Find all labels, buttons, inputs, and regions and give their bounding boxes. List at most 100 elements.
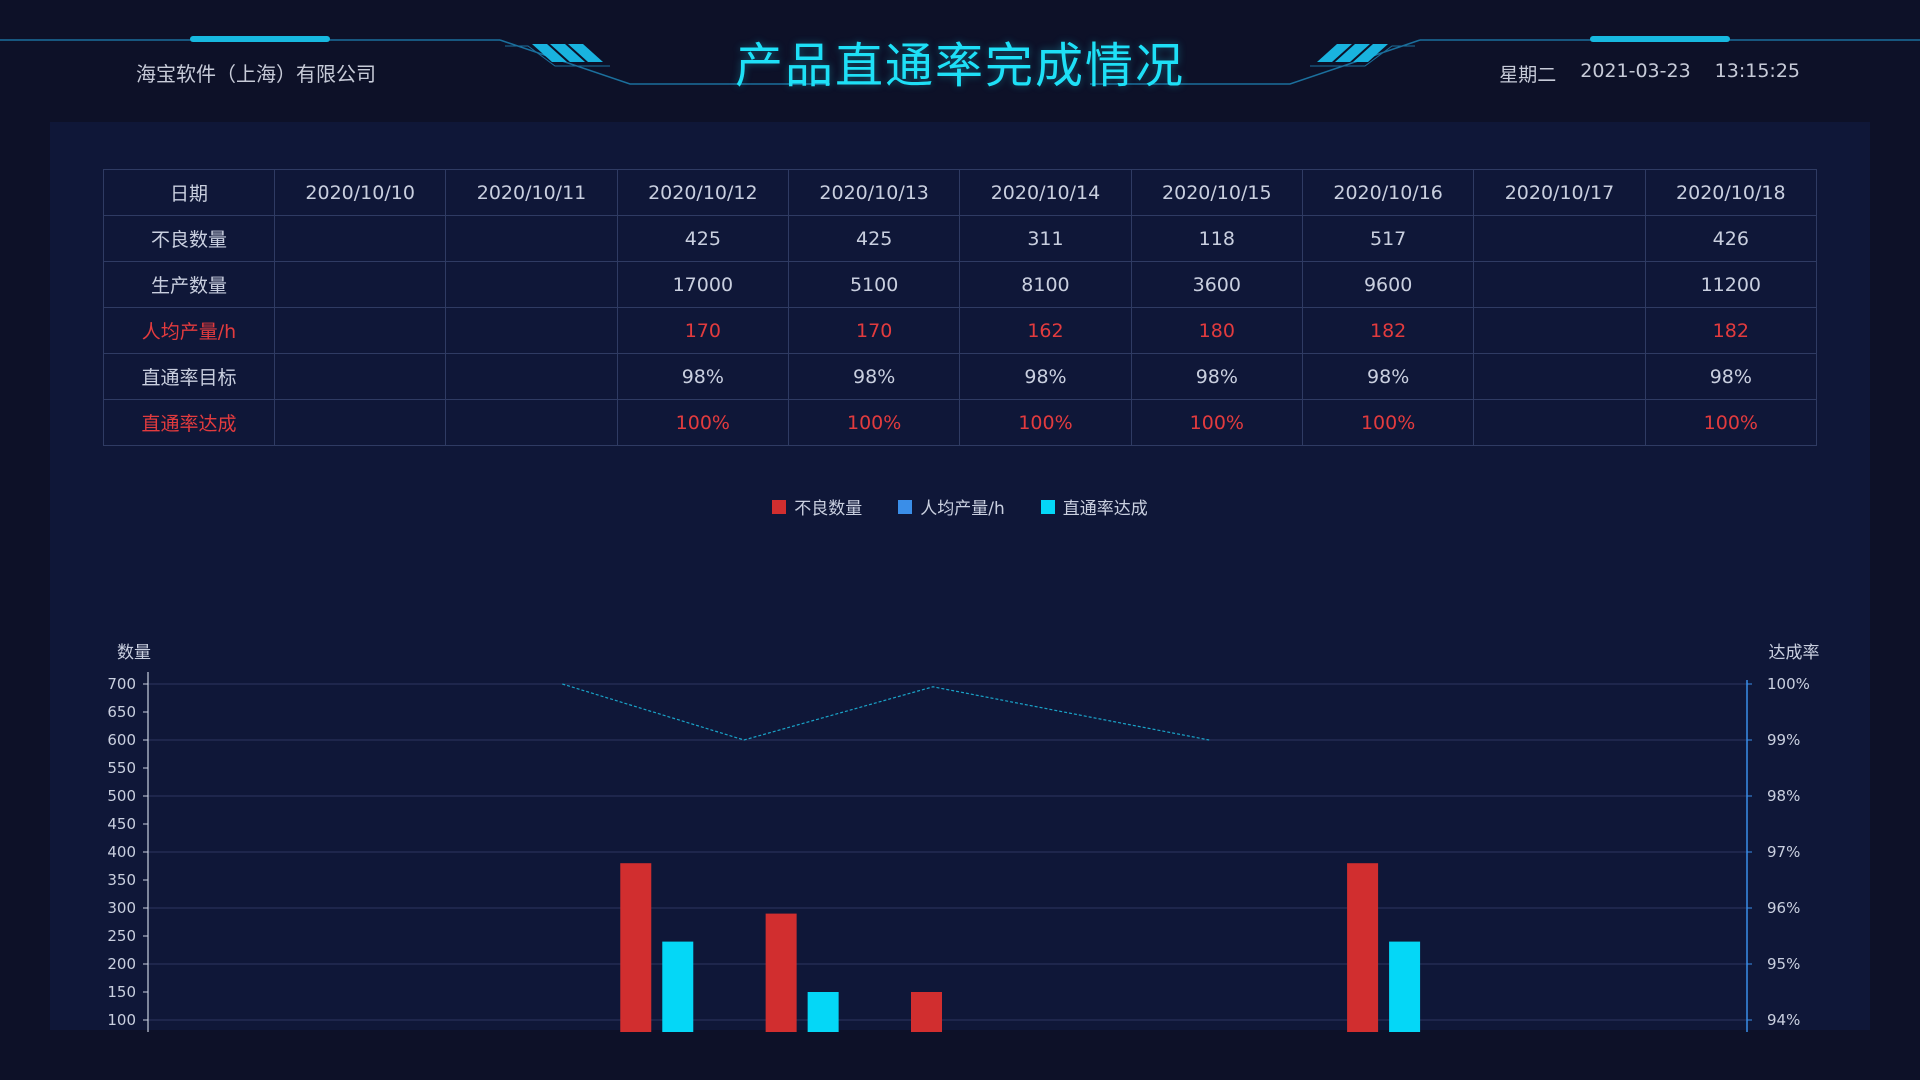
bar-defects [911,992,942,1032]
table-row: 直通率目标 98% 98% 98% 98% 98% 98% [103,353,1818,400]
table-cell [445,399,618,446]
y-tick-label: 400 [107,843,136,861]
y-tick-label: 350 [107,871,136,889]
table-cell: 517 [1301,215,1475,262]
data-table: 日期 2020/10/10 2020/10/11 2020/10/12 2020… [103,169,1818,446]
y-tick-label: 650 [107,703,136,721]
y-axis-title: 数量 [117,643,151,663]
table-cell [273,215,447,262]
table-cell: 3600 [1130,261,1303,308]
date: 2021-03-23 [1580,60,1691,82]
table-cell [445,307,618,354]
y-tick-label: 300 [107,899,136,917]
table-row: 人均产量/h 170 170 162 180 182 182 [103,307,1818,354]
table-cell: 182 [1644,307,1818,354]
legend-label: 不良数量 [794,499,863,519]
table-cell: 98% [1301,353,1475,400]
y2-tick-label: 95% [1767,955,1800,973]
y-tick-label: 250 [107,927,136,945]
bar-rate [662,941,694,1032]
table-header-cell: 2020/10/11 [445,169,618,216]
legend-item-output[interactable]: 人均产量/h [898,494,1005,519]
time: 13:15:25 [1714,60,1800,82]
table-cell [445,215,618,262]
table-cell: 426 [1644,215,1818,262]
table-header-cell: 2020/10/12 [616,169,789,216]
table-cell [273,399,447,446]
table-cell: 5100 [787,261,961,308]
bar-rate [1389,941,1421,1032]
table-header-cell: 2020/10/15 [1130,169,1303,216]
table-cell: 100% [1644,399,1818,446]
y2-tick-label: 97% [1767,843,1800,861]
table-cell: 425 [616,215,789,262]
table-cell [1473,261,1646,308]
table-cell: 9600 [1301,261,1475,308]
table-cell [273,261,447,308]
table-cell: 182 [1301,307,1475,354]
row-label: 直通率目标 [103,353,275,400]
rate-line [562,683,1210,741]
y-tick-label: 100 [107,1011,136,1029]
table-header-cell: 2020/10/16 [1301,169,1475,216]
table-cell: 11200 [1644,261,1818,308]
legend-label: 直通率达成 [1062,499,1148,519]
table-cell: 98% [616,353,789,400]
weekday: 星期二 [1499,64,1557,86]
table-cell [1473,215,1646,262]
y2-tick-label: 100% [1767,675,1810,693]
row-label: 人均产量/h [103,307,275,354]
table-header-cell: 2020/10/17 [1473,169,1646,216]
legend-label: 人均产量/h [920,499,1005,519]
table-cell: 170 [616,307,789,354]
header: 海宝软件（上海）有限公司 产品直通率完成情况 星期二 2021-03-23 13… [0,0,1920,110]
table-row: 不良数量 425 425 311 118 517 426 [103,215,1818,262]
main-panel: 日期 2020/10/10 2020/10/11 2020/10/12 2020… [50,122,1870,1032]
row-label: 不良数量 [103,215,275,262]
table-header-cell: 2020/10/18 [1644,169,1818,216]
table-cell: 311 [959,215,1132,262]
legend-item-defects[interactable]: 不良数量 [772,494,862,519]
table-header-cell: 2020/10/10 [273,169,447,216]
page-title: 产品直通率完成情况 [734,38,1185,94]
table-cell: 100% [616,399,789,446]
bar-defects [765,913,797,1032]
table-cell: 118 [1130,215,1303,262]
chart-legend: 不良数量 人均产量/h 直通率达成 [50,494,1870,519]
y-tick-label: 550 [107,759,136,777]
table-header-cell: 日期 [103,169,275,216]
table-cell [273,353,447,400]
table-cell: 98% [1130,353,1303,400]
table-cell: 170 [787,307,961,354]
bar-defects [1347,863,1379,1032]
y2-tick-label: 94% [1767,1011,1800,1029]
table-cell [445,261,618,308]
row-label: 直通率达成 [103,399,275,446]
table-cell: 100% [787,399,961,446]
legend-swatch-rate [1040,499,1055,514]
row-label: 生产数量 [103,261,275,308]
table-cell: 17000 [616,261,789,308]
legend-item-rate[interactable]: 直通率达成 [1040,494,1148,519]
y-tick-label: 700 [107,675,136,693]
table-cell: 98% [787,353,961,400]
y2-tick-label: 99% [1767,731,1800,749]
y-tick-label: 600 [107,731,136,749]
table-cell: 8100 [959,261,1132,308]
table-cell [1473,399,1646,446]
y2-tick-label: 96% [1767,899,1800,917]
bar-chart: 数量达成率05010015020025030035040045050055060… [107,643,1820,1032]
table-row: 生产数量 17000 5100 8100 3600 9600 11200 [103,261,1818,308]
table-header-row: 日期 2020/10/10 2020/10/11 2020/10/12 2020… [103,169,1818,216]
company-name: 海宝软件（上海）有限公司 [136,62,376,86]
table-cell: 180 [1130,307,1303,354]
table-cell: 98% [959,353,1132,400]
bar-rate [807,992,839,1032]
y2-tick-label: 98% [1767,787,1800,805]
table-cell: 100% [1301,399,1475,446]
table-cell: 100% [1130,399,1303,446]
y-tick-label: 200 [107,955,136,973]
table-cell: 162 [959,307,1132,354]
table-cell [445,353,618,400]
datetime: 星期二 2021-03-23 13:15:25 [1499,60,1800,87]
